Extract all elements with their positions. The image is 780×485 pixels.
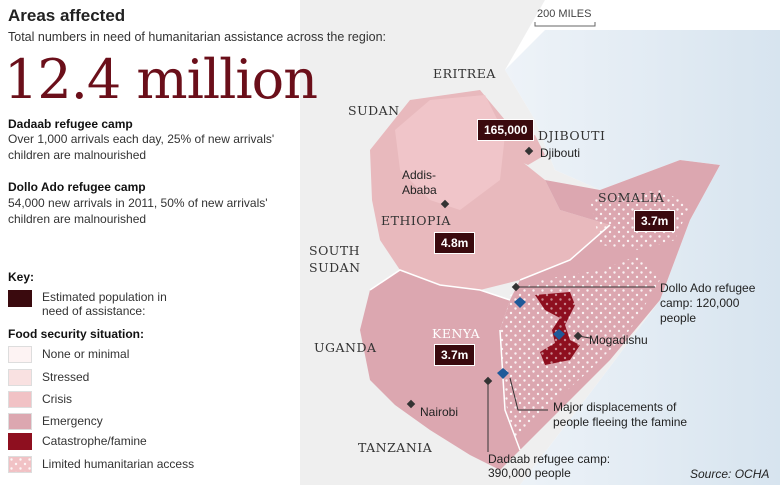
city-marker-nairobi xyxy=(406,399,416,409)
displacement-marker xyxy=(553,329,565,340)
country-label-uganda: UGANDA xyxy=(314,340,377,355)
place-label-nairobi: Nairobi xyxy=(420,405,459,419)
callout-dadaab-2: 390,000 people xyxy=(488,466,571,480)
displacement-marker xyxy=(514,297,526,308)
country-label-somalia: SOMALIA xyxy=(598,190,665,205)
key-label-stressed: Stressed xyxy=(42,370,90,384)
place-label-djibouti: Djibouti xyxy=(540,146,581,160)
place-label-mogadishu: Mogadishu xyxy=(589,333,648,347)
dadaab-heading: Dadaab refugee camp xyxy=(8,117,133,131)
key-label-estimated: Estimated population in need of assistan… xyxy=(42,290,167,318)
dollo-text: 54,000 new arrivals in 2011, 50% of new … xyxy=(8,196,268,226)
famine-area-dots xyxy=(535,292,580,365)
key-swatch-famine xyxy=(8,433,32,450)
key-swatch-none xyxy=(8,346,32,363)
callout-dollo-3: people xyxy=(660,311,697,325)
badge-ethiopia: 4.8m xyxy=(434,232,476,254)
page-title: Areas affected xyxy=(8,6,126,25)
region-kenya xyxy=(360,270,520,470)
country-label-sudan: SUDAN xyxy=(348,103,400,118)
key-swatch-estimated xyxy=(8,290,32,307)
key-swatch-stressed xyxy=(8,369,32,386)
country-label-kenya: KENYA xyxy=(432,326,481,341)
key-label-emergency: Emergency xyxy=(42,414,103,428)
sea xyxy=(505,30,780,485)
place-label-addis-2: Ababa xyxy=(402,183,437,197)
source-credit: Source: OCHA xyxy=(690,467,770,481)
key-swatch-limited-access xyxy=(8,456,32,473)
dollo-heading: Dollo Ado refugee camp xyxy=(8,180,146,194)
country-label-djibouti: DJIBOUTI xyxy=(538,128,606,143)
city-marker-dollo-ado xyxy=(511,282,521,292)
city-marker-addis-ababa xyxy=(440,199,450,209)
border-lines xyxy=(369,224,611,451)
dadaab-text: Over 1,000 arrivals each day, 25% of new… xyxy=(8,132,275,162)
callout-dollo-1: Dollo Ado refugee xyxy=(660,281,756,295)
badge-kenya: 3.7m xyxy=(434,344,476,366)
callout-displacement-2: people fleeing the famine xyxy=(553,415,688,429)
total-figure: 12.4 million xyxy=(4,48,318,111)
key-label-famine: Catastrophe/famine xyxy=(42,434,147,448)
scale-bar xyxy=(534,22,596,27)
key-label-crisis: Crisis xyxy=(42,392,72,406)
country-label-ethiopia: ETHIOPIA xyxy=(381,213,451,228)
food-security-title: Food security situation: xyxy=(8,327,145,341)
badge-djibouti: 165,000 xyxy=(477,119,535,141)
displacement-marker xyxy=(497,368,509,379)
country-label-south-sudan-2: SUDAN xyxy=(309,260,361,275)
callout-displacement-1: Major displacements of xyxy=(553,400,677,414)
key-label-none: None or minimal xyxy=(42,347,130,361)
scale-label: 200 MILES xyxy=(537,8,592,20)
callout-dadaab-1: Dadaab refugee camp: xyxy=(488,452,611,466)
place-label-addis-1: Addis- xyxy=(402,168,437,182)
key-swatch-emergency xyxy=(8,413,32,430)
badge-somalia: 3.7m xyxy=(634,210,676,232)
country-label-tanzania: TANZANIA xyxy=(358,440,433,455)
country-label-south-sudan-1: SOUTH xyxy=(309,243,361,258)
callout-dollo-2: camp: 120,000 xyxy=(660,296,740,310)
country-label-eritrea: ERITREA xyxy=(433,66,496,81)
callout-line-displacement xyxy=(509,377,548,411)
key-label-limited-access: Limited humanitarian access xyxy=(42,457,195,471)
key-title: Key: xyxy=(8,270,35,284)
callout-line-mogadishu xyxy=(577,335,591,339)
subtitle: Total numbers in need of humanitarian as… xyxy=(8,30,386,44)
key-swatch-crisis xyxy=(8,391,32,408)
